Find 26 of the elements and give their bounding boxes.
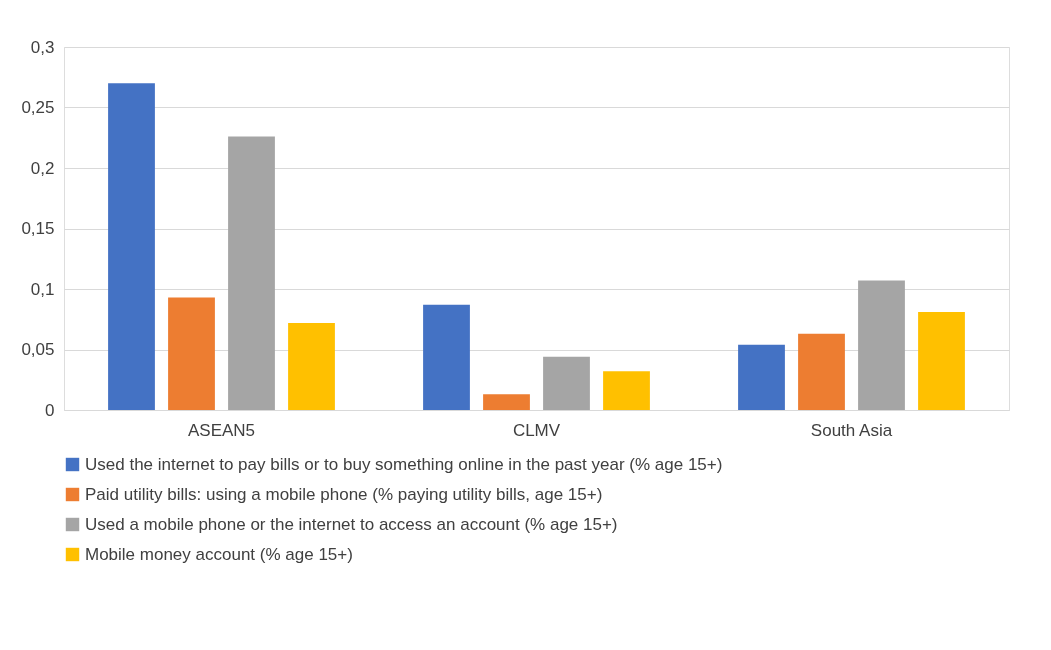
bar [168, 297, 215, 410]
y-tick-label: 0,2 [30, 158, 55, 178]
x-tick-label: ASEAN5 [187, 420, 256, 440]
x-tick-label: South Asia [810, 420, 893, 440]
bar [798, 333, 845, 410]
bar [918, 311, 965, 410]
bar [858, 280, 905, 410]
bar [603, 371, 650, 410]
legend-label: Used a mobile phone or the internet to access an account (% age 15+) [85, 514, 618, 534]
bar [543, 356, 590, 410]
y-tick-label: 0,15 [21, 219, 55, 238]
bar [228, 136, 275, 410]
bar [483, 394, 530, 410]
bar [738, 344, 785, 410]
y-tick-label: 0,3 [30, 37, 55, 57]
y-tick-label: 0,25 [21, 98, 55, 117]
legend-label: Paid utility bills: using a mobile phone (% paying utility bills, age 15+) [85, 484, 603, 504]
legend-label: Mobile money account (% age 15+) [85, 544, 353, 564]
y-tick-label: 0 [45, 400, 55, 420]
y-tick-label: 0,05 [21, 340, 55, 359]
y-tick-label: 0,1 [30, 279, 55, 299]
bar [108, 83, 155, 410]
legend-label: Used the internet to pay bills or to buy something online in the past year (% age 15+) [85, 454, 723, 474]
bar [423, 304, 470, 410]
bar [288, 322, 335, 410]
x-tick-label: CLMV [512, 420, 561, 440]
